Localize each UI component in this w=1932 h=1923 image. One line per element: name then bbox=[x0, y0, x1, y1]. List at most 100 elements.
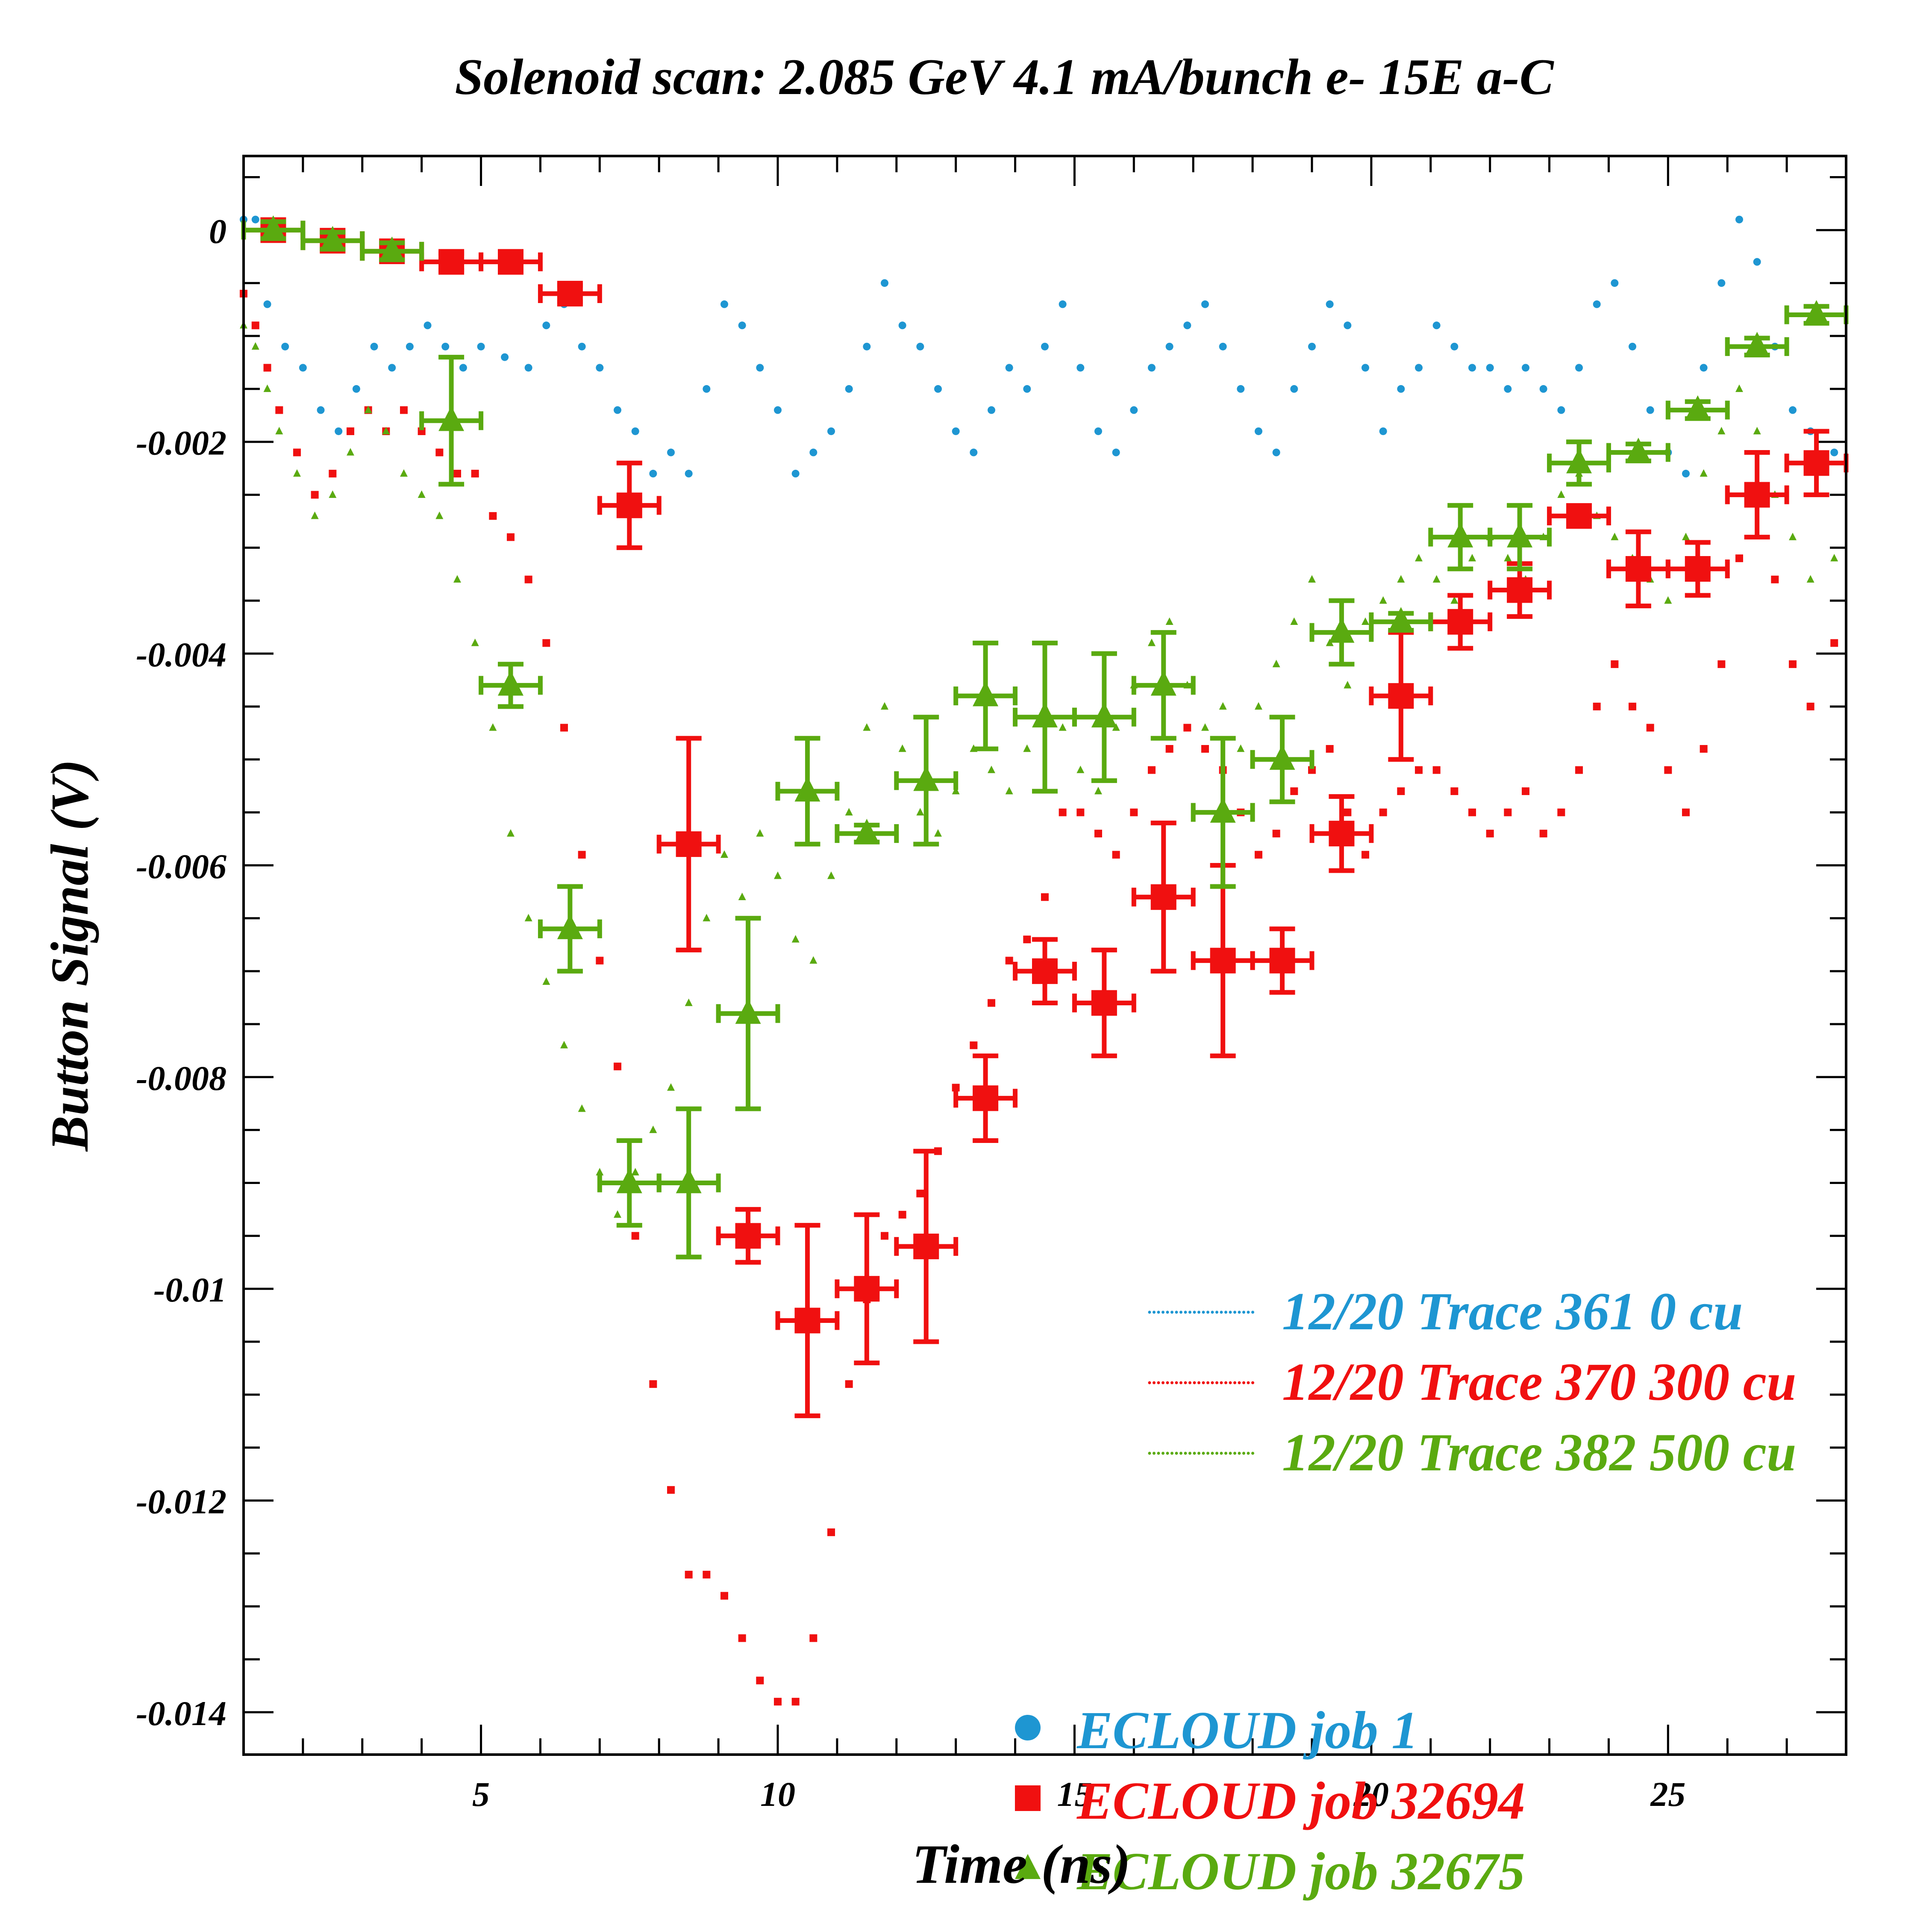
simulation-marker bbox=[438, 406, 465, 431]
plot-frame bbox=[242, 155, 1847, 1756]
y-tick-label: -0.002 bbox=[136, 424, 226, 462]
simulation-point bbox=[1488, 561, 1552, 619]
trace-point bbox=[1005, 786, 1013, 795]
legend-label: ECLOUD job 32694 bbox=[1076, 1772, 1525, 1831]
trace-point bbox=[1432, 575, 1441, 583]
simulation-marker bbox=[1447, 609, 1473, 635]
trace-point bbox=[1165, 617, 1173, 625]
simulation-point bbox=[1606, 438, 1670, 463]
trace-point bbox=[1575, 364, 1583, 372]
legend-marker bbox=[1015, 1854, 1041, 1879]
simulation-point bbox=[953, 640, 1018, 751]
trace-point bbox=[952, 786, 960, 795]
trace-point bbox=[1539, 830, 1547, 838]
trace-point bbox=[542, 977, 550, 985]
trace-point bbox=[1308, 342, 1316, 350]
simulation-marker bbox=[676, 831, 702, 857]
trace-point bbox=[809, 956, 817, 964]
simulation-marker bbox=[913, 1234, 939, 1260]
trace-point bbox=[756, 1676, 764, 1684]
trace-point bbox=[970, 448, 978, 456]
trace-point bbox=[720, 1592, 728, 1600]
legend-line-dot bbox=[1166, 1452, 1169, 1455]
simulation-point bbox=[479, 662, 543, 709]
trace-point bbox=[1557, 406, 1565, 414]
legend-line-dot bbox=[1184, 1452, 1187, 1455]
trace-point bbox=[435, 448, 444, 456]
trace-point bbox=[1593, 300, 1601, 308]
simulation-marker bbox=[1210, 798, 1236, 823]
trace-point bbox=[1183, 321, 1191, 330]
trace-point bbox=[774, 1698, 782, 1706]
trace-point bbox=[631, 427, 639, 435]
simulation-point bbox=[479, 249, 543, 275]
simulation-marker bbox=[616, 1168, 642, 1193]
simulation-point bbox=[1131, 820, 1196, 974]
simulation-marker bbox=[1388, 683, 1414, 709]
simulation-point bbox=[716, 1207, 780, 1265]
simulation-point bbox=[1191, 736, 1255, 889]
trace-point bbox=[1486, 830, 1494, 838]
legend-line-dot bbox=[1202, 1452, 1205, 1455]
trace-point bbox=[667, 1486, 675, 1494]
simulation-point bbox=[1665, 395, 1730, 421]
legend-line-dot bbox=[1179, 1381, 1182, 1384]
trace-point bbox=[507, 533, 515, 541]
trace-point bbox=[845, 808, 853, 816]
legend-line-dot bbox=[1184, 1381, 1187, 1384]
legend-line-dot bbox=[1220, 1452, 1223, 1455]
trace-point bbox=[471, 470, 479, 478]
trace-point bbox=[501, 353, 509, 361]
simulation-point bbox=[1369, 630, 1433, 762]
simulation-point bbox=[894, 1148, 959, 1344]
trace-point bbox=[1735, 384, 1743, 392]
legend-label: ECLOUD job 32675 bbox=[1076, 1842, 1525, 1901]
trace-point bbox=[649, 1380, 657, 1388]
legend-line-dot bbox=[1153, 1452, 1156, 1455]
simulation-point bbox=[1725, 332, 1789, 358]
x-tick-label: 20 bbox=[1353, 1775, 1389, 1814]
trace-point bbox=[406, 342, 414, 350]
trace-point bbox=[970, 1041, 978, 1049]
simulation-marker bbox=[794, 1308, 820, 1334]
trace-point bbox=[1575, 766, 1583, 774]
trace-point bbox=[1717, 660, 1726, 668]
x-tick-label: 25 bbox=[1650, 1775, 1685, 1814]
trace-point bbox=[1486, 364, 1494, 372]
trace-point bbox=[1165, 745, 1173, 753]
legend-line-dot bbox=[1162, 1452, 1164, 1455]
legend-marker bbox=[1015, 1715, 1041, 1740]
simulation-point bbox=[716, 916, 780, 1111]
legend-line-dot bbox=[1229, 1381, 1232, 1384]
y-tick-label: -0.01 bbox=[153, 1270, 226, 1309]
trace-point bbox=[791, 1698, 800, 1706]
legend-line-dot bbox=[1251, 1310, 1254, 1314]
trace-point bbox=[364, 406, 372, 413]
simulation-marker bbox=[1744, 332, 1770, 357]
trace-point bbox=[418, 490, 426, 498]
trace-point bbox=[1255, 702, 1262, 710]
trace-point bbox=[1415, 364, 1423, 372]
trace-point bbox=[1272, 830, 1280, 838]
trace-point bbox=[1112, 851, 1120, 859]
simulation-marker bbox=[973, 1085, 999, 1111]
trace-point bbox=[524, 364, 532, 372]
trace-point bbox=[1201, 723, 1209, 731]
simulation-point bbox=[1606, 529, 1670, 609]
trace-point bbox=[329, 470, 337, 478]
trace-point bbox=[1344, 808, 1352, 816]
legend-line-dot bbox=[1157, 1452, 1160, 1455]
simulation-marker bbox=[1269, 948, 1295, 974]
legend-line-dot bbox=[1224, 1381, 1227, 1384]
trace-point bbox=[329, 490, 337, 498]
legend-line-dot bbox=[1206, 1381, 1209, 1384]
trace-point bbox=[1789, 533, 1797, 540]
simulation-marker bbox=[1032, 702, 1058, 727]
trace-point bbox=[1272, 660, 1280, 668]
trace-point bbox=[703, 1570, 711, 1578]
trace-point bbox=[596, 957, 604, 965]
trace-point bbox=[1806, 702, 1814, 710]
trace-point bbox=[1379, 427, 1387, 435]
legend-label: ECLOUD job 1 bbox=[1076, 1701, 1418, 1760]
y-axis-label: Button Signal (V) bbox=[41, 760, 100, 1152]
